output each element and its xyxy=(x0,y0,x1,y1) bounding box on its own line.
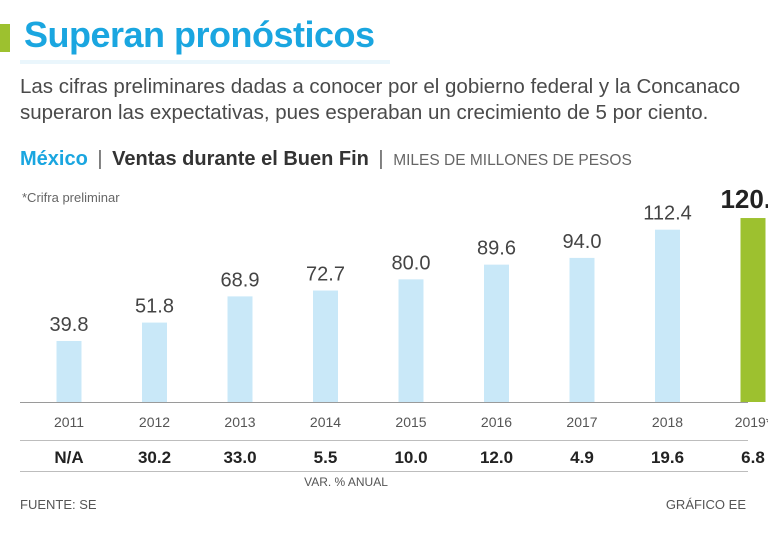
annual-change-value: 4.9 xyxy=(570,448,594,467)
x-tick-label: 2014 xyxy=(310,414,341,430)
annual-change-value: 12.0 xyxy=(480,448,513,467)
bar-value-label: 39.8 xyxy=(50,314,89,336)
x-tick-label: 2015 xyxy=(395,414,426,430)
bar-2012 xyxy=(142,322,167,402)
source-note: FUENTE: SE xyxy=(20,497,97,512)
bar-2011 xyxy=(56,340,82,402)
bar-2016 xyxy=(484,264,509,402)
annual-change-value: 19.6 xyxy=(651,448,684,467)
title-underline xyxy=(20,60,390,64)
title-accent-bar xyxy=(0,24,10,52)
bar-value-label: 68.9 xyxy=(221,269,260,291)
bar-value-label: 112.4 xyxy=(643,203,692,225)
annual-change-value: 6.8 xyxy=(741,448,765,467)
page-subtitle: Las cifras preliminares dadas a conocer … xyxy=(20,75,741,124)
bar-2018 xyxy=(655,229,680,402)
chart-country: México xyxy=(20,148,88,170)
bar-value-label: 72.7 xyxy=(306,264,345,286)
annual-change-value: 30.2 xyxy=(138,448,171,467)
annual-change-label: VAR. % ANUAL xyxy=(304,475,388,489)
x-tick-label: 2013 xyxy=(224,414,255,430)
x-tick-label: 2019* xyxy=(735,414,768,430)
bar-value-label: 51.8 xyxy=(135,296,174,318)
graphic-credit: GRÁFICO EE xyxy=(665,497,746,512)
x-tick-label: 2017 xyxy=(566,414,597,430)
preliminary-note: *Crifra preliminar xyxy=(22,190,120,205)
annual-change-value: 10.0 xyxy=(394,448,427,467)
chart-header-separator: | xyxy=(378,148,384,170)
chart-header: México | Ventas durante el Buen Fin | MI… xyxy=(20,148,632,171)
bar-value-label: 80.0 xyxy=(392,252,431,274)
bar-value-label: 94.0 xyxy=(563,231,602,253)
bar-2014 xyxy=(313,290,338,402)
bar-2015 xyxy=(398,279,424,402)
bar-value-label: 120.0 xyxy=(720,184,768,214)
page-title: Superan pronósticos xyxy=(24,14,375,55)
chart-unit: MILES DE MILLONES DE PESOS xyxy=(393,152,632,169)
x-tick-label: 2011 xyxy=(54,414,84,430)
bar-2019* xyxy=(740,218,766,402)
bar-2013 xyxy=(227,296,253,402)
x-tick-label: 2018 xyxy=(652,414,683,430)
annual-change-value: 5.5 xyxy=(314,448,338,467)
x-tick-label: 2016 xyxy=(481,414,512,430)
bar-value-label: 89.6 xyxy=(477,238,516,260)
chart-title: Ventas durante el Buen Fin xyxy=(112,148,369,170)
sales-bar-chart: 39.8 2011 N/A 51.8 2012 30.2 68.9 2013 33.0 72.7 2… xyxy=(20,184,768,489)
annual-change-value: N/A xyxy=(54,448,83,467)
bar-2017 xyxy=(569,257,595,402)
x-tick-label: 2012 xyxy=(139,414,170,430)
chart-header-separator: | xyxy=(97,148,103,170)
annual-change-value: 33.0 xyxy=(223,448,256,467)
